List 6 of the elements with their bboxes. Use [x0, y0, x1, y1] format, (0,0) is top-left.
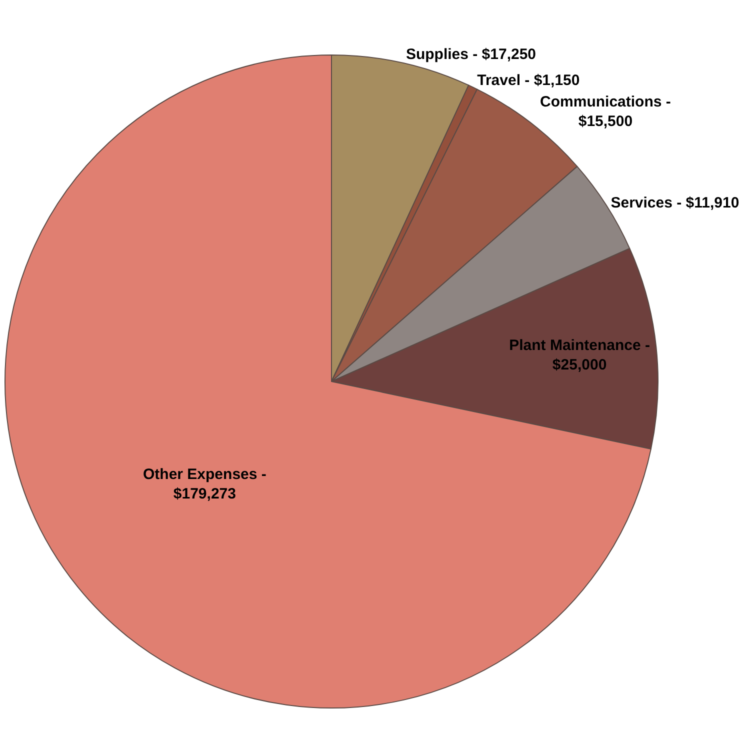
slice-label: Services - $11,910	[610, 194, 740, 212]
slice-label: Communications - $15,500	[540, 93, 671, 130]
slice-label: Plant Maintenance - $25,000	[509, 336, 650, 374]
slice-label: Travel - $1,150	[477, 72, 580, 89]
slice-label: Supplies - $17,250	[406, 46, 536, 64]
slice-label: Other Expenses - $179,273	[142, 466, 266, 503]
